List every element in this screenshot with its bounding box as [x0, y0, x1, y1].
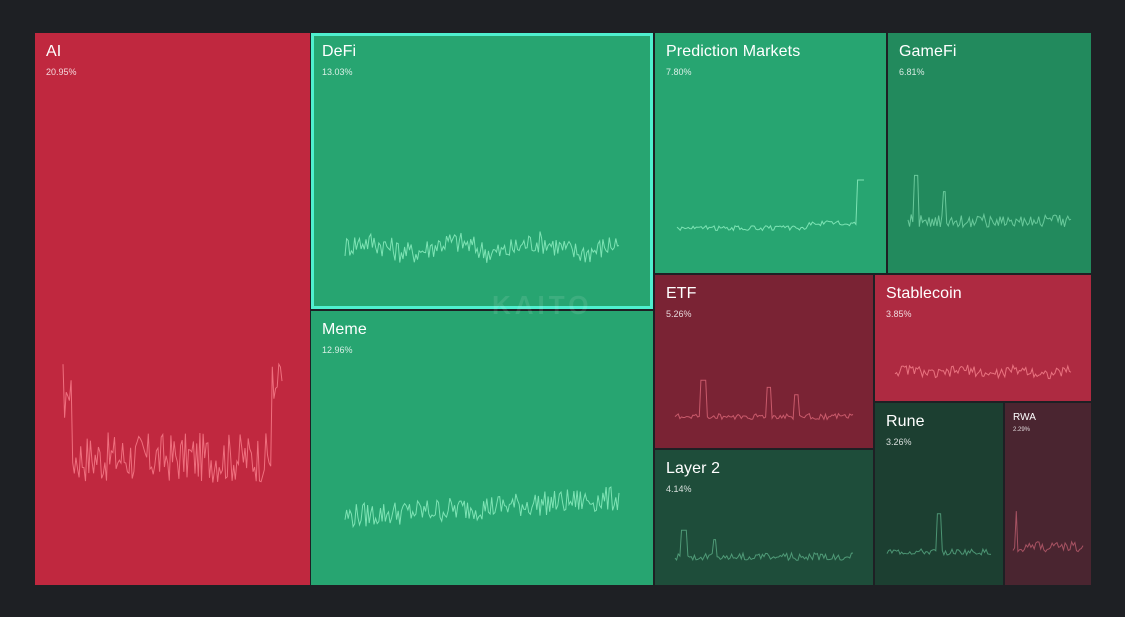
tile-stablecoin[interactable]: Stablecoin 3.85%	[875, 275, 1091, 401]
sparkline-ai	[62, 362, 283, 483]
sparkline-svg	[886, 513, 992, 557]
tile-share: 5.26%	[666, 309, 692, 319]
tile-defi[interactable]: DeFi 13.03%	[311, 33, 653, 309]
tile-label: Meme	[322, 321, 367, 338]
sparkline-stablecoin	[894, 363, 1072, 380]
tile-label: Prediction Markets	[666, 43, 801, 60]
sparkline-svg	[62, 362, 283, 483]
tile-share: 4.14%	[666, 484, 692, 494]
sparkline-rwa	[1012, 511, 1084, 553]
tile-share: 6.81%	[899, 67, 925, 77]
tile-label: AI	[46, 43, 62, 60]
sparkline-svg	[894, 363, 1072, 380]
sparkline-svg	[1012, 511, 1084, 553]
sparkline-svg	[907, 174, 1072, 229]
kaito-watermark: KAITO	[492, 290, 593, 320]
tile-rwa[interactable]: RWA 2.29%	[1005, 403, 1091, 585]
sparkline-svg	[674, 379, 854, 421]
sparkline-rune	[886, 513, 992, 557]
tile-label: Stablecoin	[886, 285, 962, 302]
tile-meme[interactable]: Meme 12.96%	[311, 311, 653, 585]
sparkline-svg	[676, 179, 864, 232]
tile-share: 3.26%	[886, 437, 912, 447]
tile-label: Rune	[886, 413, 925, 430]
sparkline-svg	[344, 486, 620, 529]
tile-share: 13.03%	[322, 67, 353, 77]
tile-gamefi[interactable]: GameFi 6.81%	[888, 33, 1091, 273]
sparkline-meme	[344, 486, 620, 529]
sparkline-etf	[674, 379, 854, 421]
sparkline-layer-2	[674, 529, 854, 562]
tile-label: Layer 2	[666, 460, 721, 477]
tile-label: GameFi	[899, 43, 957, 60]
tile-share: 3.85%	[886, 309, 912, 319]
sparkline-defi	[344, 231, 620, 263]
tile-label: RWA	[1013, 412, 1037, 423]
sparkline-svg	[344, 231, 620, 263]
tile-prediction-markets[interactable]: Prediction Markets 7.80%	[655, 33, 886, 273]
sparkline-prediction-markets	[676, 179, 864, 232]
tile-label: DeFi	[322, 43, 357, 60]
tile-share: 12.96%	[322, 345, 353, 355]
tile-share: 20.95%	[46, 67, 77, 77]
tile-etf[interactable]: ETF 5.26%	[655, 275, 873, 448]
sparkline-svg	[674, 529, 854, 562]
tile-share: 2.29%	[1013, 427, 1031, 433]
tile-layer-2[interactable]: Layer 2 4.14%	[655, 450, 873, 585]
tile-rune[interactable]: Rune 3.26%	[875, 403, 1003, 585]
sparkline-gamefi	[907, 174, 1072, 229]
tile-label: ETF	[666, 285, 697, 302]
tile-share: 7.80%	[666, 67, 692, 77]
tile-ai[interactable]: AI 20.95%	[35, 33, 310, 585]
